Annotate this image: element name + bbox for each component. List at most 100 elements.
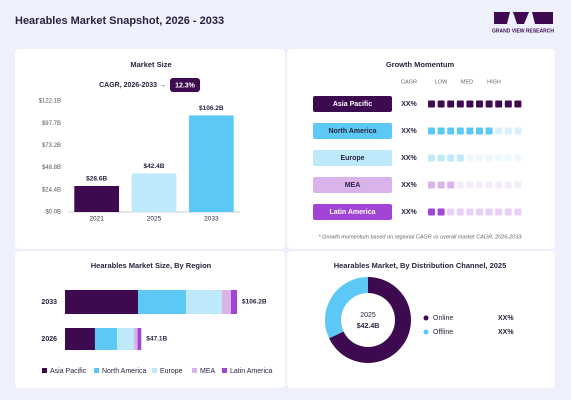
level-square: [437, 208, 445, 216]
level-square-empty: [485, 181, 493, 189]
y-tick-label: 2033: [41, 299, 57, 306]
level-square: [466, 100, 474, 108]
cagr-value: XX%: [401, 155, 417, 162]
cagr-value: XX%: [401, 209, 417, 216]
level-square-empty: [476, 154, 483, 162]
cagr-value: XX%: [401, 182, 417, 189]
level-square-empty: [466, 208, 474, 216]
level-square: [476, 100, 483, 108]
bar-segment: [221, 290, 232, 314]
bar-segment: [116, 328, 134, 350]
legend-label: Latin America: [230, 368, 273, 375]
region-pill: [313, 123, 392, 139]
bar-segment: [185, 290, 222, 314]
bar: [188, 115, 234, 212]
value-label: $106.2B: [199, 105, 224, 112]
y-tick-label: $48.8B: [42, 165, 61, 171]
legend-label: North America: [102, 368, 146, 375]
region-pill: [313, 177, 392, 193]
column-header: HIGH: [487, 79, 501, 85]
bar-segment: [231, 290, 237, 314]
footnote: * Growth momentum based on regional CAGR…: [319, 234, 523, 240]
level-square-empty: [514, 127, 522, 135]
level-square-empty: [495, 154, 503, 162]
legend-label: Online: [433, 315, 453, 322]
y-tick-label: $24.4B: [42, 187, 61, 193]
level-square-empty: [495, 127, 503, 135]
bar: [74, 186, 120, 212]
level-square: [437, 181, 445, 189]
level-square: [437, 127, 445, 135]
bar-segment: [138, 290, 186, 314]
level-square: [514, 100, 522, 108]
region-name: North America: [329, 128, 377, 135]
region-pill: [313, 96, 392, 112]
level-square-empty: [514, 208, 522, 216]
logo: [494, 12, 553, 24]
legend-swatch: [94, 368, 99, 373]
total-label: $106.2B: [242, 299, 267, 306]
level-square-empty: [485, 208, 493, 216]
bar-segment: [94, 328, 117, 350]
level-square: [428, 181, 435, 189]
legend-swatch: [192, 368, 197, 373]
column-header: CAGR: [401, 79, 417, 85]
level-square: [485, 127, 493, 135]
chart-title: Hearables Market Size, By Region: [91, 261, 212, 270]
level-square: [466, 127, 474, 135]
badge: 12.3%: [175, 82, 196, 89]
table-title: Growth Momentum: [386, 60, 455, 69]
cagr-value: XX%: [401, 128, 417, 135]
legend-label: Europe: [160, 368, 183, 375]
level-square-empty: [476, 181, 483, 189]
region-pill: [313, 150, 392, 166]
level-square: [428, 127, 435, 135]
level-square-empty: [504, 127, 512, 135]
y-tick-label: $97.7B: [42, 121, 61, 127]
level-square-empty: [504, 181, 512, 189]
level-square-empty: [495, 181, 503, 189]
level-square-empty: [456, 181, 464, 189]
value-label: XX%: [498, 329, 514, 336]
region-name: Asia Pacific: [333, 101, 372, 108]
level-square-empty: [485, 154, 493, 162]
center-label: 2025: [360, 312, 376, 319]
level-square: [456, 100, 464, 108]
bar-segment: [65, 290, 139, 314]
legend-swatch: [42, 368, 47, 373]
legend-label: Offline: [433, 329, 453, 336]
x-tick-label: 2033: [204, 216, 219, 223]
badge-bg: [170, 78, 200, 92]
donut-slice: [329, 277, 411, 364]
total-label: $47.1B: [146, 336, 167, 343]
level-square: [447, 127, 455, 135]
level-square-empty: [476, 208, 483, 216]
region-name: Europe: [340, 155, 364, 162]
level-square: [456, 127, 464, 135]
level-square: [428, 100, 435, 108]
x-tick-label: 2025: [147, 216, 162, 223]
level-square-empty: [456, 208, 464, 216]
level-square-empty: [495, 208, 503, 216]
level-square: [447, 100, 455, 108]
level-square-empty: [466, 154, 474, 162]
panel: [15, 251, 285, 388]
bar: [131, 173, 177, 212]
value-label: XX%: [498, 315, 514, 322]
legend-label: MEA: [200, 368, 216, 375]
y-tick-label: $122.1B: [39, 99, 61, 105]
level-square-empty: [514, 181, 522, 189]
legend-swatch: [222, 368, 227, 373]
annotation: CAGR, 2026-2033 →: [99, 82, 166, 89]
legend-label: Asia Pacific: [50, 368, 87, 375]
x-tick-label: 2021: [89, 216, 104, 223]
logo-text: GRAND VIEW RESEARCH: [492, 28, 554, 34]
bar-segment: [137, 328, 142, 350]
level-square: [437, 100, 445, 108]
level-square: [428, 208, 435, 216]
region-name: MEA: [345, 182, 361, 189]
level-square: [495, 100, 503, 108]
level-square: [428, 154, 435, 162]
center-value: $42.4B: [357, 323, 380, 330]
